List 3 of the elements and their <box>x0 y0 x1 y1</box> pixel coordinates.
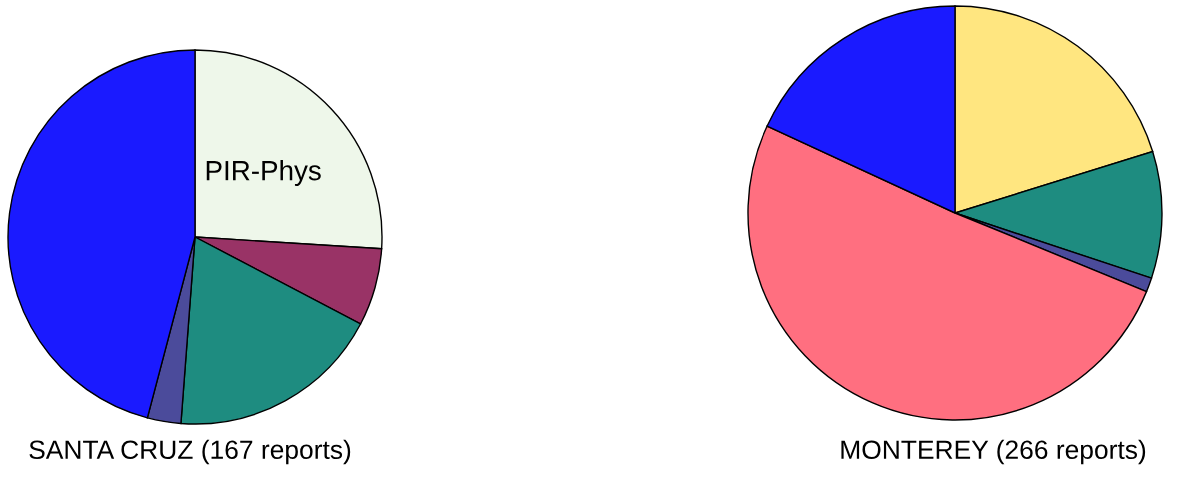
text: SANTA CRUZ (167 reports) <box>29 439 351 465</box>
text: MONTEREY (266 reports) <box>841 439 1146 465</box>
slice-label: PIR-Phys <box>206 160 321 186</box>
